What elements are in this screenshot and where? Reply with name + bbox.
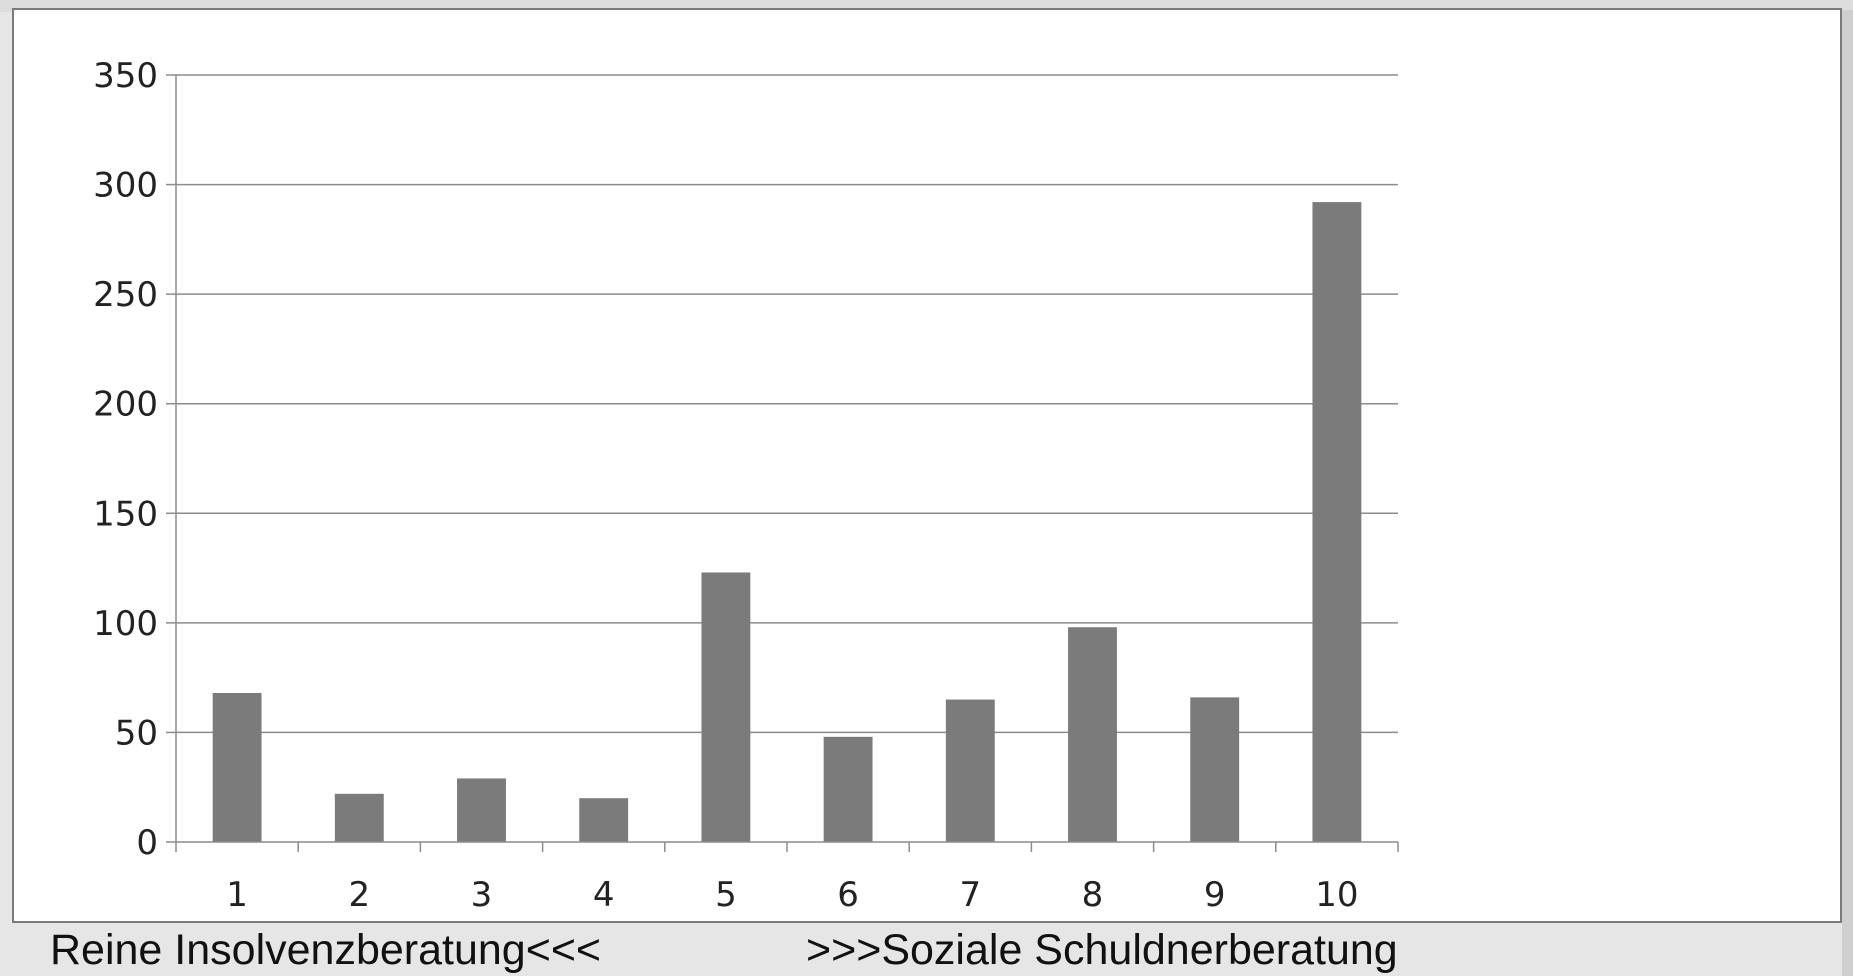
bar xyxy=(1312,202,1362,843)
bar xyxy=(1068,627,1117,842)
x-tick-label: 2 xyxy=(348,875,370,915)
x-tick-labels: 1 2 3 4 5 6 7 8 9 10 xyxy=(226,875,1358,915)
frame-shadow xyxy=(1842,10,1853,976)
bar xyxy=(823,736,873,842)
y-tick-label: 50 xyxy=(115,713,158,753)
y-tick-label: 200 xyxy=(93,385,158,425)
bar xyxy=(945,699,995,842)
y-tick-label: 100 xyxy=(93,604,158,644)
bar xyxy=(1190,697,1240,842)
x-tick-label: 4 xyxy=(593,875,615,915)
y-tick-labels: 0 50 100 150 200 250 300 350 xyxy=(93,56,158,863)
bar xyxy=(212,692,262,842)
gridlines xyxy=(166,74,1398,843)
y-tick-label: 300 xyxy=(93,166,158,206)
bar xyxy=(579,798,629,842)
x-tick-label: 8 xyxy=(1082,875,1104,915)
chart-frame xyxy=(12,8,1842,923)
x-tick-label: 5 xyxy=(715,875,737,915)
bars xyxy=(212,202,1362,843)
x-tick-label: 9 xyxy=(1204,875,1226,915)
x-tick-label: 10 xyxy=(1315,875,1358,915)
bar xyxy=(701,572,751,842)
axes xyxy=(175,75,1399,852)
x-tick-label: 7 xyxy=(959,875,981,915)
bar xyxy=(334,793,384,842)
bar xyxy=(457,778,506,842)
caption-right: >>>Soziale Schuldnerberatung xyxy=(806,926,1398,974)
x-tick-label: 1 xyxy=(226,875,248,915)
caption-left: Reine Insolvenzberatung<<< xyxy=(50,926,602,974)
y-tick-label: 150 xyxy=(93,494,158,534)
y-tick-label: 350 xyxy=(93,56,158,96)
y-tick-label: 250 xyxy=(93,275,158,315)
x-tick-label: 6 xyxy=(837,875,859,915)
y-tick-label: 0 xyxy=(136,823,158,863)
x-tick-label: 3 xyxy=(471,875,493,915)
